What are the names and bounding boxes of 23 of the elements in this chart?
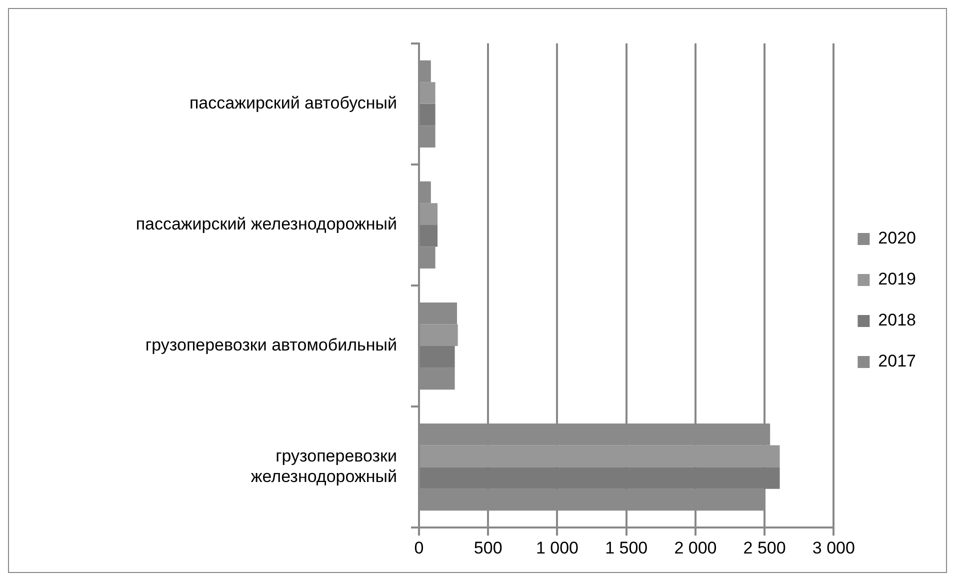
y-tick-label: грузоперевозки автомобильный [145, 336, 397, 355]
bar [420, 82, 436, 104]
bar [420, 104, 436, 126]
y-tick-label: грузоперевозки железнодорожный [250, 446, 397, 486]
x-tick-label: 2 000 [674, 538, 717, 558]
x-tick-label: 1 000 [536, 538, 578, 558]
bar [420, 445, 780, 468]
legend-label: 2019 [878, 270, 916, 289]
bar [420, 467, 780, 489]
y-tick-label: пассажирский железнодорожный [136, 214, 397, 234]
x-tick-label: 2 500 [743, 538, 786, 558]
legend-label: 2017 [878, 352, 916, 371]
x-tick-label: 3 000 [812, 538, 855, 558]
legend-label: 2018 [878, 310, 916, 330]
y-tick-label: пассажирский автобусный [189, 94, 397, 113]
bar [420, 203, 438, 225]
x-tick-label: 0 [414, 538, 424, 558]
x-tick-label: 500 [474, 538, 502, 558]
x-tick-label: 1 500 [605, 538, 648, 558]
legend-label: 2020 [878, 228, 916, 248]
bar [420, 324, 458, 346]
bar [420, 346, 455, 368]
bar [420, 224, 438, 247]
